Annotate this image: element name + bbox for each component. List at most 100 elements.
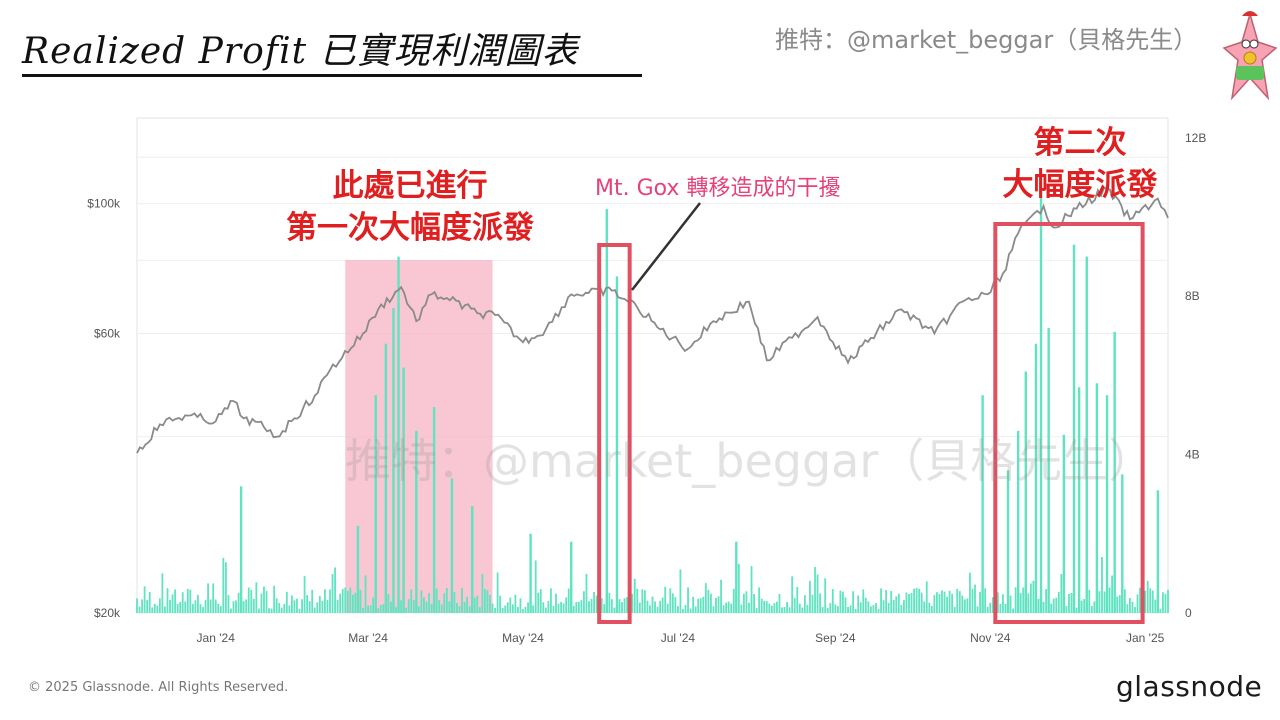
profit-bar	[692, 596, 695, 613]
first-annotation-line2: 第一次大幅度派發	[286, 210, 534, 246]
profit-bar	[946, 596, 948, 613]
profit-bar	[643, 590, 646, 613]
annotation-pointer	[631, 202, 701, 291]
profit-bar	[420, 590, 423, 613]
profit-bar	[872, 605, 875, 613]
profit-bar	[836, 606, 839, 613]
profit-bar	[359, 589, 362, 613]
profit-bar	[844, 597, 847, 613]
profit-bar	[583, 591, 585, 613]
profit-spike-bar	[392, 308, 395, 613]
profit-bar	[1118, 595, 1121, 613]
profit-bar	[1009, 595, 1012, 613]
profit-bar	[158, 598, 161, 613]
profit-bar	[1065, 606, 1068, 613]
profit-bar	[519, 598, 522, 613]
profit-bar	[704, 583, 707, 613]
profit-bar	[425, 601, 428, 613]
profit-spike-bar	[415, 430, 418, 613]
profit-bar	[603, 604, 606, 613]
profit-bar	[590, 598, 593, 613]
profit-bar	[867, 601, 870, 613]
first-distribution-highlight	[345, 260, 493, 613]
profit-bar	[324, 589, 326, 613]
profit-bar	[364, 575, 367, 613]
profit-spike-bar	[981, 395, 984, 613]
profit-bar	[1159, 608, 1162, 613]
profit-spike-bar	[605, 209, 608, 613]
profit-spike-bar	[471, 506, 474, 613]
profit-bar	[318, 595, 321, 613]
profit-bar	[638, 602, 641, 613]
profit-bar	[811, 594, 814, 613]
profit-bar	[671, 593, 674, 613]
profit-spike-bar	[1024, 371, 1027, 613]
profit-bar	[834, 604, 837, 613]
profit-bar	[1002, 594, 1004, 613]
y-left-tick-label: $60k	[94, 327, 121, 341]
profit-bar	[788, 607, 791, 613]
profit-bar	[809, 580, 811, 613]
profit-bar	[367, 605, 369, 613]
profit-bar	[915, 587, 918, 613]
profit-bar	[174, 589, 176, 613]
profit-bar	[166, 588, 169, 613]
profit-spike-bar	[356, 525, 360, 613]
y-left-tick-label: $20k	[94, 606, 121, 620]
mtgox-box	[597, 243, 632, 624]
profit-bar	[857, 595, 860, 613]
y-left-tick-label: $100k	[87, 197, 121, 211]
profit-bar	[676, 606, 679, 613]
profit-spike-bar	[402, 367, 405, 613]
profit-bar	[212, 583, 215, 613]
glassnode-logo[interactable]: glassnode	[1116, 670, 1263, 703]
profit-spike-bar	[1016, 430, 1020, 613]
profit-spike-bar	[374, 395, 377, 613]
profit-bar	[547, 600, 550, 613]
profit-bar	[768, 603, 771, 613]
profit-bar	[814, 566, 816, 613]
y-right-tick-label: 4B	[1185, 448, 1200, 462]
profit-bar	[522, 608, 524, 613]
profit-bar	[661, 597, 664, 613]
profit-bar	[313, 607, 316, 613]
profit-bar	[311, 589, 314, 613]
profit-bar	[532, 605, 535, 613]
mtgox-annotation: Mt. Gox 轉移造成的干擾	[595, 176, 841, 201]
profit-bar	[382, 603, 385, 613]
profit-bar	[321, 600, 324, 613]
profit-bar	[202, 607, 204, 613]
profit-bar	[362, 607, 364, 613]
profit-bar	[613, 607, 616, 613]
profit-spike-bar	[735, 541, 738, 613]
second-annotation-line1: 第二次	[1033, 125, 1127, 161]
profit-bar	[506, 602, 509, 613]
profit-spike-bar	[397, 256, 400, 613]
author-handle[interactable]: 推特：@market_beggar（貝格先生）	[775, 26, 1198, 54]
profit-spike-bar	[1039, 197, 1043, 613]
profit-bar	[923, 601, 926, 613]
profit-bar	[720, 579, 722, 613]
profit-bar	[141, 599, 143, 613]
profit-bar	[925, 581, 928, 613]
profit-bar	[1131, 601, 1134, 613]
y-right-tick-label: 8B	[1185, 289, 1200, 303]
profit-bar	[966, 598, 969, 613]
profit-spike-bar	[239, 486, 243, 613]
profit-bar	[839, 590, 842, 613]
profit-bar	[763, 600, 766, 613]
profit-bar	[164, 606, 166, 613]
profit-bar	[232, 601, 235, 613]
profit-bar	[268, 608, 270, 613]
profit-bar	[494, 607, 496, 613]
profit-bar	[626, 597, 629, 613]
profit-bar	[186, 588, 189, 613]
profit-bar	[869, 606, 872, 613]
profit-bar	[689, 608, 692, 613]
profit-spike-bar	[384, 343, 388, 613]
profit-bar	[504, 605, 507, 613]
profit-bar	[346, 590, 349, 613]
profit-bar	[395, 607, 397, 613]
profit-bar	[230, 608, 232, 613]
profit-bar	[649, 605, 651, 613]
